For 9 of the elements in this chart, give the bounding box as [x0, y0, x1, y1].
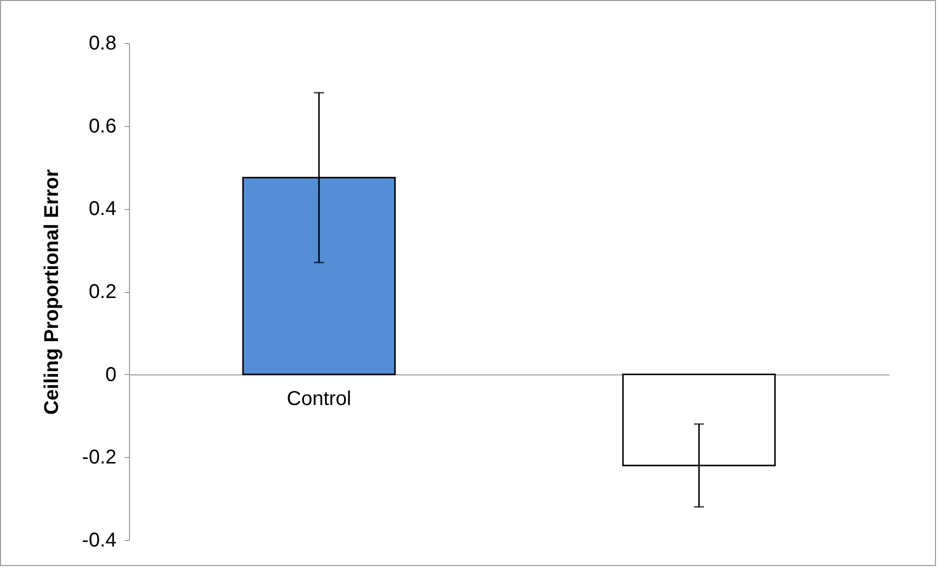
y-tick-label: -0.2: [82, 446, 116, 469]
y-tick-label: -0.4: [82, 530, 116, 552]
y-tick-label: 0.4: [88, 198, 116, 220]
x-tick-label: Control: [286, 388, 352, 410]
y-axis-title: Ceiling Proportional Error: [41, 168, 64, 415]
y-tick-label: 0.6: [88, 115, 116, 138]
y-tick-label: 0.2: [88, 281, 116, 303]
y-tick-label: 0.8: [88, 32, 116, 54]
y-tick-label: 0: [105, 364, 116, 386]
